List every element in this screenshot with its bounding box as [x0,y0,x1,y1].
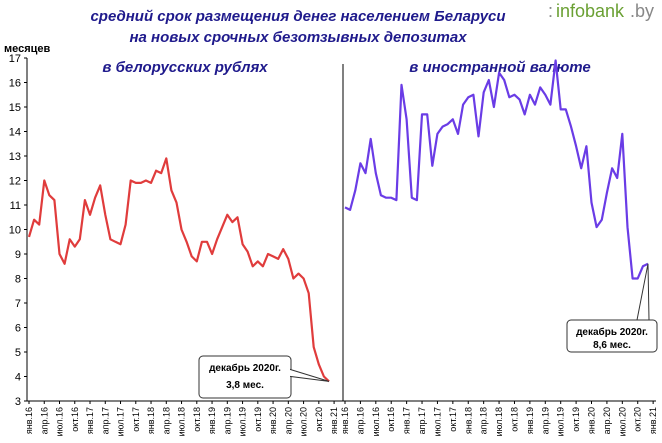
x-tick-label: окт.18 [509,407,519,432]
x-tick-label: июл.17 [432,407,442,436]
logo-i-dot: : [548,1,553,21]
x-tick-label: июл.20 [299,407,309,436]
x-tick-label: янв.16 [24,407,34,434]
x-tick-label: апр.19 [540,407,550,434]
x-tick-label: окт.19 [571,407,581,432]
y-tick-label: 11 [10,200,21,212]
y-tick-label: 15 [9,102,21,114]
logo-text: infobank [556,1,625,21]
panel-title-fx: в иностранной валюте [409,59,590,76]
callout-date: декабрь 2020г. [209,362,281,374]
x-tick-label: окт.17 [131,407,141,432]
x-tick-label: апр.16 [355,407,365,434]
x-tick-label: апр.18 [479,407,489,434]
logo-suffix: .by [630,1,654,21]
y-tick-label: 13 [9,151,21,163]
x-tick-label: июл.18 [494,407,504,436]
x-tick-label: янв.20 [268,407,278,434]
y-tick-label: 5 [15,347,21,359]
x-tick-label: окт.20 [314,407,324,432]
chart-title-line1: средний срок размещения денег населением… [90,8,505,25]
x-tick-label: янв.18 [146,407,156,434]
x-tick-label: янв.17 [402,407,412,434]
x-tick-label: янв.17 [85,407,95,434]
x-tick-label: янв.18 [463,407,473,434]
x-tick-label: окт.16 [70,407,80,432]
x-tick-label: окт.17 [448,407,458,432]
y-tick-label: 16 [9,78,21,90]
x-tick-label: июл.19 [238,407,248,436]
x-tick-label: апр.20 [283,407,293,434]
x-tick-label: апр.17 [417,407,427,434]
x-tick-label: апр.17 [100,407,110,434]
x-tick-label: июл.19 [556,407,566,436]
x-tick-label: апр.18 [161,407,171,434]
axes: 3 4 5 6 7 8 9 10 11 12 13 14 15 16 17 янв.16 апр.16 июл.1… [9,53,658,436]
y-tick-label: 8 [15,274,21,286]
x-tick-label: окт.18 [192,407,202,432]
infobank-logo: : infobank .by [548,1,654,21]
x-tick-label: июл.18 [177,407,187,436]
x-tick-label: апр.16 [39,407,49,434]
x-tick-label: апр.20 [602,407,612,434]
series-line-byn [27,157,330,383]
x-tick-label: окт.16 [386,407,396,432]
x-tick-label: июл.16 [55,407,65,436]
callout-pointer [636,263,650,321]
x-tick-label: окт.19 [253,407,263,432]
y-tick-label: 10 [9,225,21,237]
callout-value: 8,6 мес. [593,340,631,351]
callout-byn: декабрь 2020г. 3,8 мес. [198,355,330,399]
x-tick-label: янв.21 [648,407,658,434]
series-lines [27,59,649,383]
x-tick-label: апр.19 [222,407,232,434]
callout-date: декабрь 2020г. [576,326,648,338]
chart-title-line2: на новых срочных безотзывных депозитах [129,29,467,46]
x-tick-label: июл.20 [617,407,627,436]
y-tick-label: 17 [9,53,21,65]
x-tick-label: янв.19 [207,407,217,434]
callouts: декабрь 2020г. 3,8 мес. декабрь 2020г. 8,6 … [198,263,658,399]
x-tick-label: июл.16 [371,407,381,436]
x-tick-label: янв.19 [525,407,535,434]
y-tick-label: 14 [9,127,21,139]
y-axis-label: месяцев [4,43,51,55]
y-tick-label: 12 [9,176,21,188]
x-tick-label: янв.16 [340,407,350,434]
callout-value: 3,8 мес. [226,380,264,391]
callout-fill [200,357,290,397]
y-tick-label: 9 [15,249,21,261]
y-tick-label: 4 [15,372,21,384]
callout-fill [568,321,656,351]
x-tick-label: июл.17 [116,407,126,436]
series-line-fx [344,59,649,280]
y-tick-label: 7 [15,298,21,310]
panel-title-byn: в белорусских рублях [102,59,268,76]
x-tick-label: янв.20 [587,407,597,434]
x-tick-label: окт.20 [633,407,643,432]
callout-fx: декабрь 2020г. 8,6 мес. [566,263,658,353]
y-tick-label: 3 [15,396,21,408]
y-tick-label: 6 [15,323,21,335]
x-tick-label: янв.21 [329,407,339,434]
